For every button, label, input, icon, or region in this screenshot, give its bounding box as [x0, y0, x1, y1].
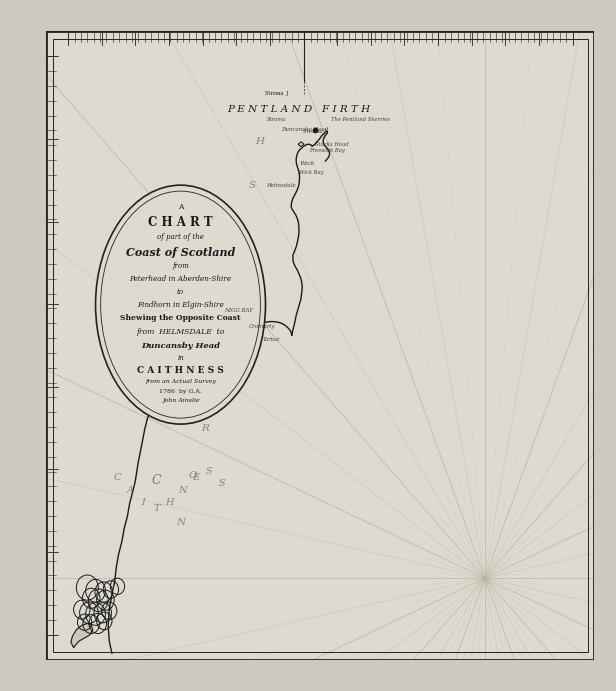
Text: H: H — [256, 137, 264, 146]
Text: in: in — [177, 354, 184, 362]
Text: C: C — [114, 473, 121, 482]
Text: Stroma I.: Stroma I. — [303, 129, 328, 134]
Text: R: R — [201, 424, 209, 433]
Text: S: S — [205, 466, 212, 476]
Text: Duncansby Head: Duncansby Head — [141, 342, 220, 350]
Text: C A I T H N E S S: C A I T H N E S S — [137, 366, 224, 375]
Text: NIGG BAY: NIGG BAY — [224, 308, 253, 314]
Text: I: I — [142, 498, 145, 507]
Polygon shape — [298, 142, 304, 146]
Text: to: to — [177, 288, 184, 296]
Text: N: N — [178, 486, 187, 495]
Text: A: A — [178, 203, 184, 211]
Ellipse shape — [95, 185, 265, 424]
Text: C: C — [151, 474, 161, 487]
Text: N: N — [176, 518, 185, 527]
Text: Wick Bay: Wick Bay — [299, 170, 324, 175]
Text: R: R — [223, 328, 231, 337]
Text: T: T — [213, 376, 219, 385]
Text: Helmsdale: Helmsdale — [266, 182, 296, 188]
Text: John Ainslie: John Ainslie — [161, 398, 200, 404]
Text: E: E — [232, 278, 239, 287]
Text: 1786  by G.A.: 1786 by G.A. — [159, 389, 202, 394]
Text: P E N T L A N D   F I R T H: P E N T L A N D F I R T H — [227, 105, 370, 114]
Text: Stroma: Stroma — [267, 117, 286, 122]
Text: E: E — [192, 473, 199, 482]
Text: Coast of Scotland: Coast of Scotland — [126, 247, 235, 258]
Ellipse shape — [100, 191, 261, 418]
Text: S: S — [248, 180, 256, 189]
Text: The Pentland Skerries: The Pentland Skerries — [331, 117, 391, 122]
Text: S: S — [240, 228, 247, 237]
Text: O: O — [189, 471, 197, 480]
Text: Tarbat: Tarbat — [263, 337, 280, 342]
Text: Wick: Wick — [299, 160, 315, 166]
Text: Cromarty: Cromarty — [249, 324, 276, 329]
Text: Stroma  J: Stroma J — [265, 91, 288, 97]
Text: from  HELMSDALE  to: from HELMSDALE to — [136, 328, 225, 337]
Text: Freswick Bay: Freswick Bay — [309, 148, 345, 153]
Text: Shewing the Opposite Coast: Shewing the Opposite Coast — [120, 314, 241, 323]
Text: Findhorn in Elgin-Shire: Findhorn in Elgin-Shire — [137, 301, 224, 309]
Text: S: S — [218, 480, 225, 489]
Text: C H A R T: C H A R T — [148, 216, 213, 229]
Text: Peterhead in Aberden-Shire: Peterhead in Aberden-Shire — [129, 276, 232, 283]
Text: T: T — [153, 504, 160, 513]
Text: Duncansby Head: Duncansby Head — [281, 127, 328, 132]
Text: Stacks Head: Stacks Head — [315, 142, 349, 146]
Text: A: A — [127, 486, 134, 495]
Text: from an Actual Survey: from an Actual Survey — [145, 379, 216, 384]
Text: H: H — [165, 498, 174, 507]
Text: of part of the: of part of the — [157, 233, 204, 240]
Polygon shape — [71, 623, 93, 647]
Text: from: from — [172, 262, 189, 269]
